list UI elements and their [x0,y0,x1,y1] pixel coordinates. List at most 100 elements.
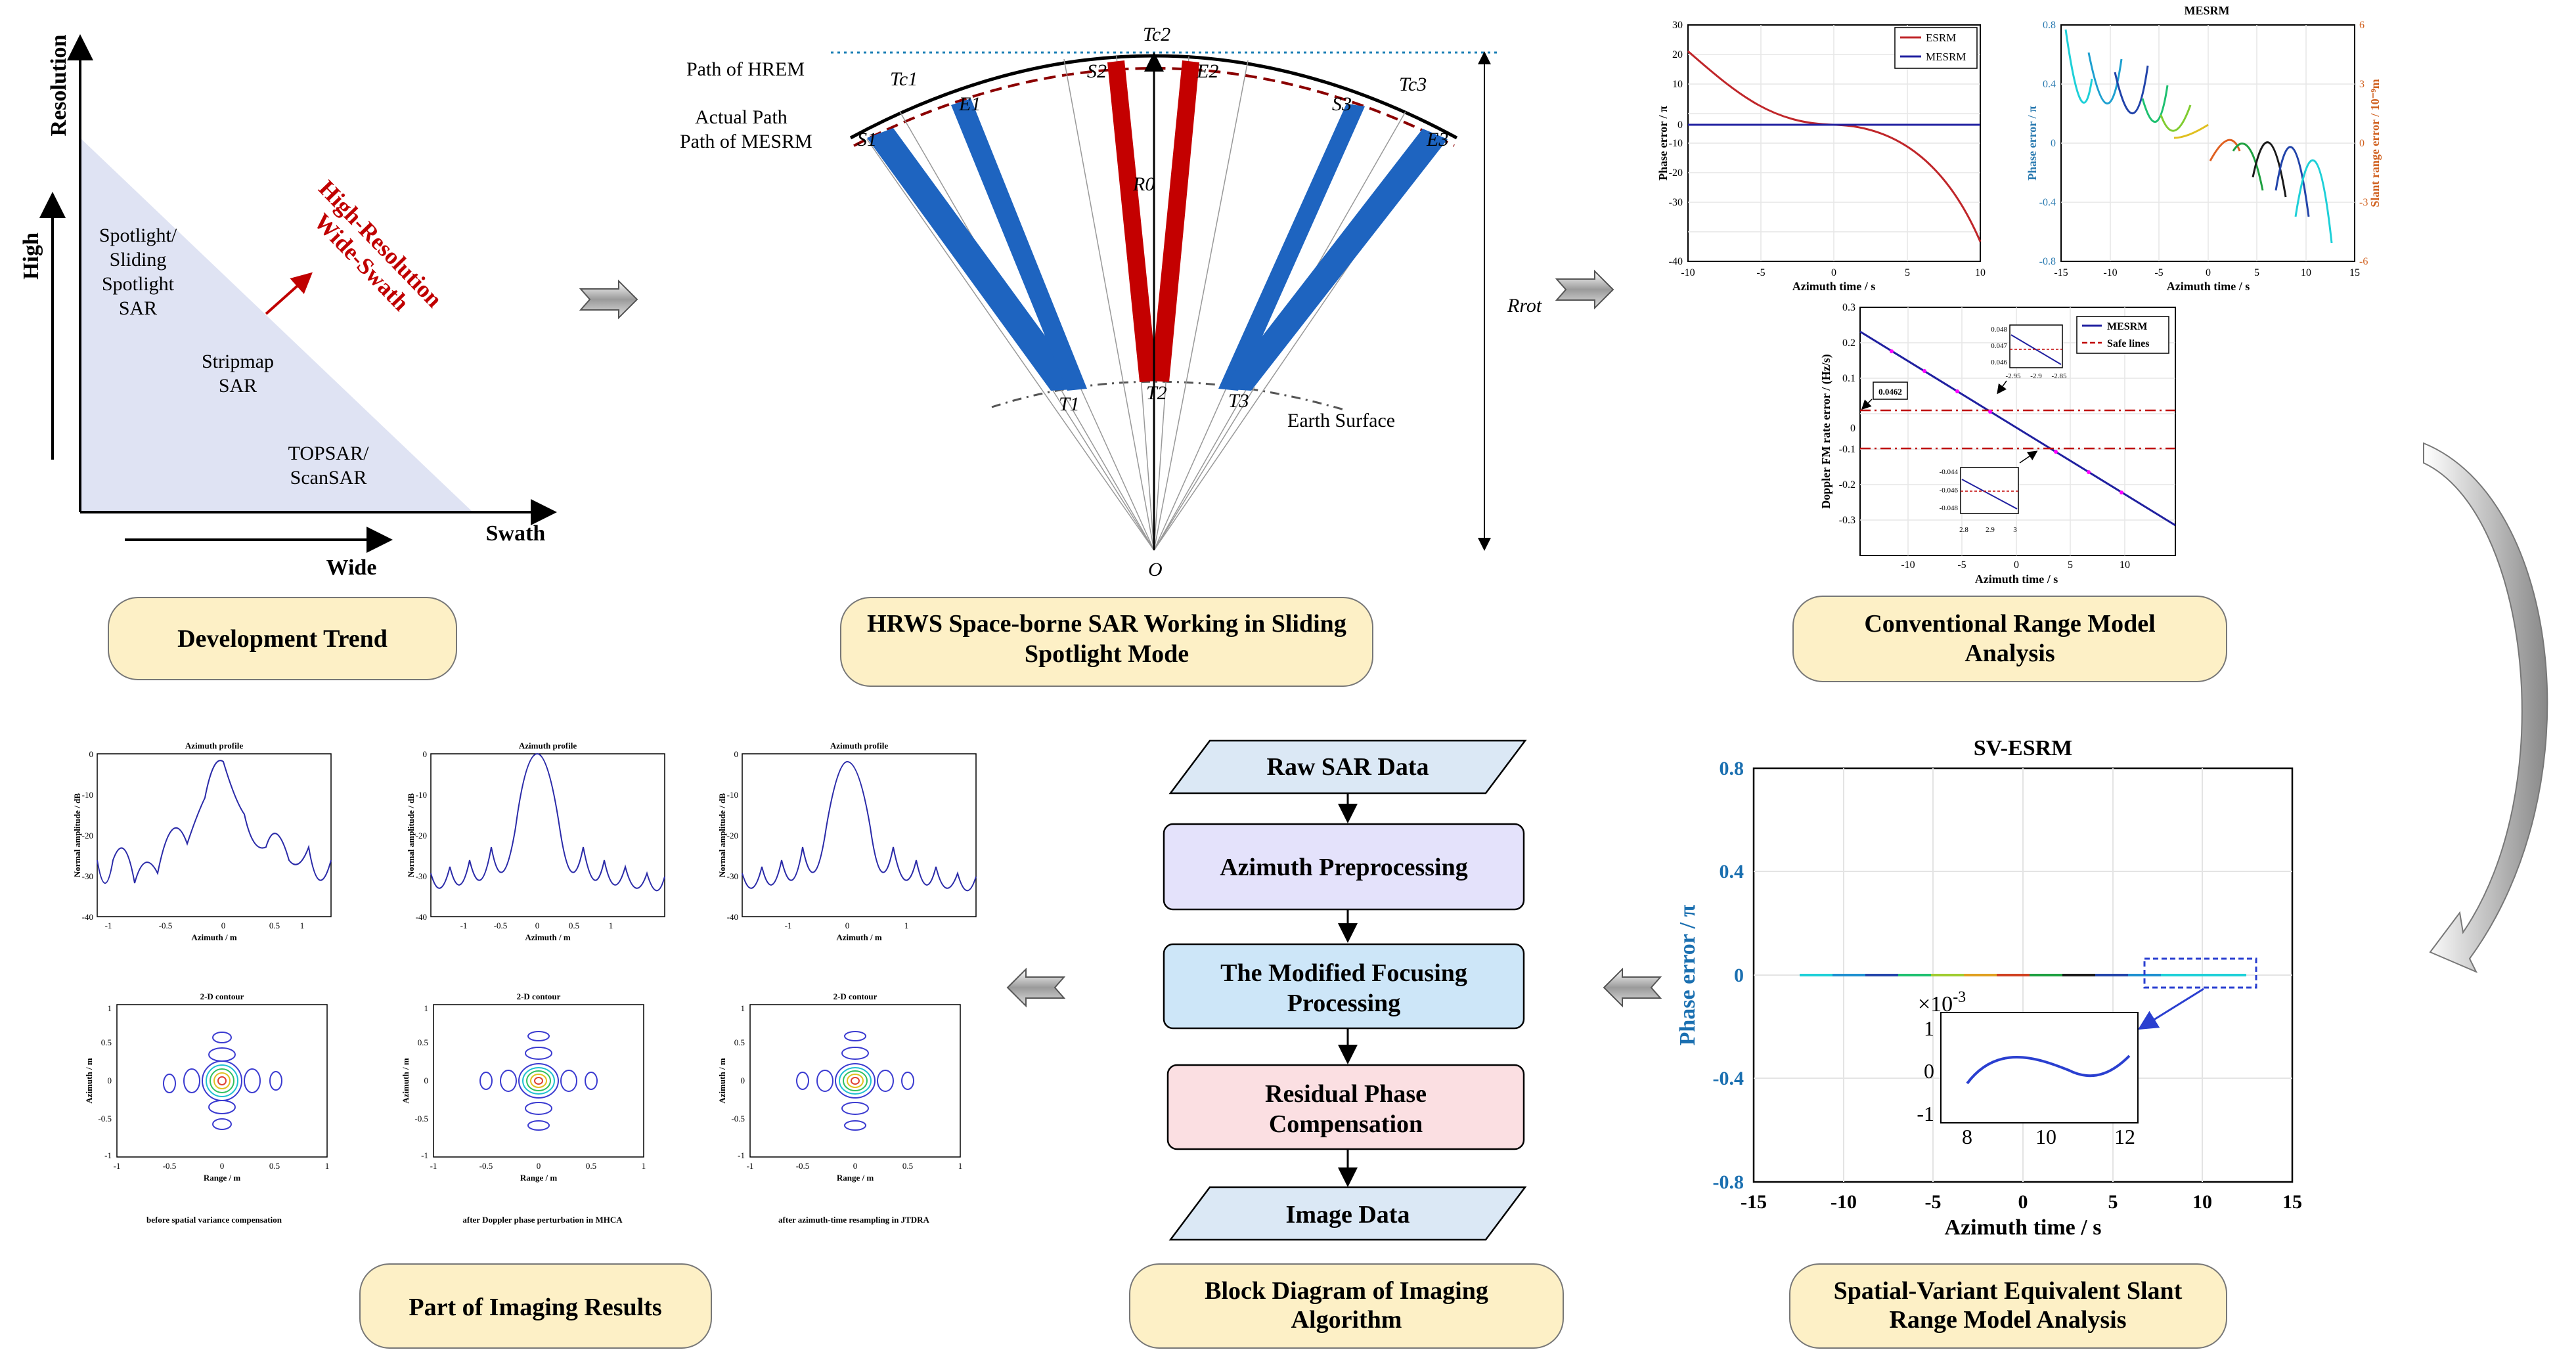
zoom-arrow [2137,988,2204,1030]
captions: Development Trend HRWS Space-borne SAR W… [108,596,2227,1349]
svg-text:-20: -20 [416,831,427,840]
svg-text:1: 1 [424,1003,429,1013]
e3-label: E3 [1426,129,1448,150]
fm-inset-lower [1960,467,2019,514]
svesrm-xlabel: Azimuth time / s [1945,1215,2102,1240]
arrow-block-to-results [1006,967,1066,1008]
svg-text:0: 0 [1831,267,1836,278]
svesrm-xticks: -15 -10 -5 0 5 10 15 [1741,1191,2302,1213]
svg-text:10: 10 [2035,1125,2056,1148]
svg-text:0: 0 [1924,1059,1934,1083]
svg-text:-5: -5 [1957,559,1966,571]
arrow-geometry-to-conventional [1555,269,1614,310]
spotlight-region-label: Spotlight/ Sliding Spotlight SAR [99,225,177,319]
beam-right-outer [1222,129,1448,391]
p2-title: MESRM [2185,4,2230,17]
sar-mode-triangle [80,138,473,512]
svg-text:0.046: 0.046 [1991,359,2007,366]
svg-text:-10: -10 [1681,267,1695,278]
svg-text:-0.044: -0.044 [1940,468,1959,476]
svg-text:0.5: 0.5 [569,921,579,930]
s2-label: S2 [1087,60,1107,82]
p1-xlabel: Azimuth time / s [1792,280,1875,293]
s3-label: S3 [1332,93,1352,115]
svg-text:0.5: 0.5 [269,921,280,930]
azimuth-profile-1: Azimuth profile Azimuth / m Normal ampli… [72,741,332,942]
svg-text:0.5: 0.5 [902,1161,913,1171]
inset-curve [1966,1055,2131,1085]
geometry-panel: Path of HREM Actual Path Path of MESRM E… [680,24,1542,580]
svg-text:0: 0 [424,1076,429,1085]
svg-text:Azimuth / m: Azimuth / m [836,932,882,942]
svg-text:Normal amplitude / dB: Normal amplitude / dB [717,793,727,878]
svg-text:Azimuth / m: Azimuth / m [84,1058,94,1104]
svg-text:-40: -40 [727,912,738,922]
svg-text:10: 10 [2120,559,2130,571]
svg-text:0: 0 [853,1161,858,1171]
svg-text:1: 1 [741,1003,745,1013]
arrow-conventional-to-svesrm [2423,442,2548,973]
svg-text:0: 0 [423,749,428,759]
arrow-svesrm-to-block [1603,967,1662,1008]
svg-text:-3: -3 [2359,197,2368,208]
svg-text:-20: -20 [82,831,93,840]
wide-label: Wide [326,556,377,580]
svg-text:-0.8: -0.8 [1713,1171,1744,1193]
p3-xlabel: Azimuth time / s [1975,573,2058,586]
beam-center-left [1107,60,1157,382]
inset-exponent: ×10-3 [1918,989,1966,1016]
svg-text:-0.048: -0.048 [1940,504,1959,512]
svg-text:-6: -6 [2359,256,2368,267]
mesrm-residual-curves [2064,29,2333,244]
caption-mhca: after Doppler phase perturbation in MHCA [462,1215,623,1225]
svg-text:-0.046: -0.046 [1940,487,1959,494]
svg-text:Normal amplitude / dB: Normal amplitude / dB [72,793,82,878]
e2-label: E2 [1196,60,1218,82]
svg-text:12: 12 [2114,1125,2135,1148]
svg-text:-1: -1 [460,921,468,930]
svg-text:-20: -20 [1669,167,1683,179]
svg-text:0: 0 [537,1161,541,1171]
svg-text:Azimuth / m: Azimuth / m [717,1058,727,1104]
svg-text:10: 10 [2301,267,2311,278]
rrot-label: Rrot [1507,295,1542,316]
geometry-labels: Path of HREM Actual Path Path of MESRM E… [680,24,1542,580]
earth-surface-label: Earth Surface [1287,410,1395,431]
modified-focusing-node [1163,943,1525,1030]
svg-text:0: 0 [845,921,850,930]
svg-text:-0.4: -0.4 [2039,197,2056,208]
svg-text:-0.3: -0.3 [1839,515,1855,526]
phase-error-legend [1894,27,1978,69]
svg-text:-0.5: -0.5 [731,1114,745,1123]
svg-text:8: 8 [1962,1125,1972,1148]
block-diagram-panel: Raw SAR Data Azimuth Preprocessing The M… [1163,739,1527,1241]
svg-text:Azimuth profile: Azimuth profile [830,741,888,751]
svesrm-yticks: 0.8 0.4 0 -0.4 -0.8 [1713,758,1744,1193]
azimuth-profile-3: Azimuth profile Azimuth / m Normal ampli… [717,741,977,942]
trend-arrow [265,272,313,315]
caption-box-conventional [1792,596,2227,682]
image-data-node [1168,1186,1527,1241]
beam-left-outer [867,128,1084,391]
svg-text:0.5: 0.5 [269,1161,280,1171]
svg-text:0.4: 0.4 [1720,861,1744,883]
raw-data-node [1168,739,1527,795]
svg-text:-0.5: -0.5 [494,921,508,930]
beam-left-inner [951,98,1087,391]
svg-text:0: 0 [741,1076,745,1085]
t1-label: T1 [1059,393,1080,415]
svg-text:-0.2: -0.2 [1839,479,1855,491]
svg-text:-5: -5 [1925,1191,1942,1213]
zoom-region-box [2143,957,2257,989]
caption-dev-trend: Development Trend [177,625,388,653]
svesrm-title: SV-ESRM [1974,736,2073,760]
caption-results: Part of Imaging Results [409,1294,661,1321]
e1-label: E1 [958,93,981,115]
svg-text:0: 0 [2206,267,2211,278]
svg-text:0: 0 [2014,559,2019,571]
svg-text:-40: -40 [1669,256,1683,267]
svg-text:-30: -30 [727,871,738,881]
svg-text:-0.5: -0.5 [159,921,173,930]
svg-text:-15: -15 [2054,267,2068,278]
caption-jtdra: after azimuth-time resampling in JTDRA [778,1215,929,1225]
